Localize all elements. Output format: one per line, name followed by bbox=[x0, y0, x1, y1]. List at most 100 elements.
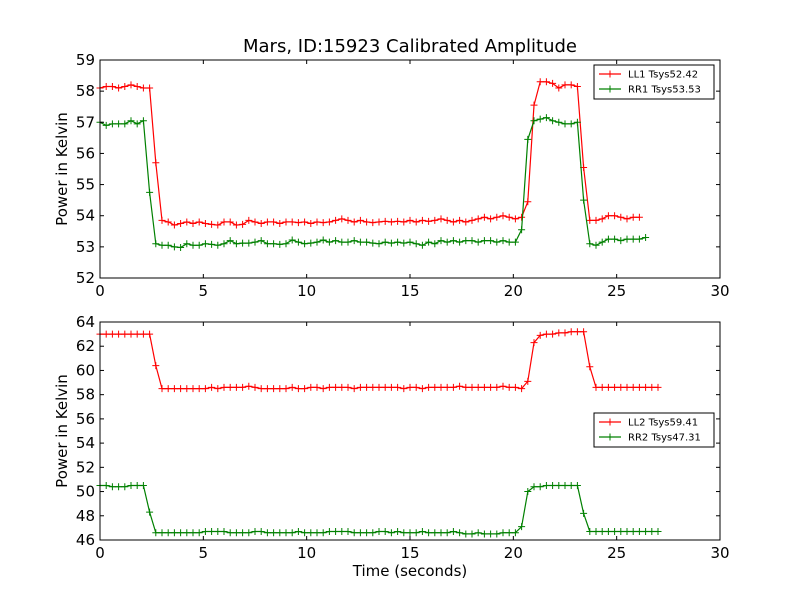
data-point bbox=[648, 528, 656, 536]
data-point bbox=[493, 213, 501, 221]
data-point bbox=[530, 339, 538, 347]
data-point bbox=[518, 213, 526, 221]
data-point bbox=[350, 385, 358, 393]
data-point bbox=[462, 383, 470, 391]
x-tick-label: 25 bbox=[607, 544, 626, 562]
data-point bbox=[139, 330, 147, 338]
x-tick-label: 5 bbox=[199, 544, 209, 562]
data-point bbox=[549, 482, 557, 489]
data-point bbox=[152, 159, 160, 167]
data-point bbox=[456, 238, 464, 246]
data-point bbox=[201, 220, 209, 227]
data-point bbox=[164, 529, 172, 537]
data-point bbox=[338, 383, 346, 391]
bottom-panel: 0 5 10 15 20 25 30 46 48 50 52 54 56 58 60 62 64 Power in… bbox=[53, 313, 730, 562]
data-point bbox=[586, 363, 594, 371]
data-point bbox=[263, 385, 271, 393]
data-point bbox=[487, 237, 495, 245]
data-point bbox=[102, 482, 110, 489]
data-point bbox=[573, 82, 581, 90]
data-point bbox=[356, 216, 364, 224]
data-point bbox=[431, 529, 439, 537]
data-point bbox=[449, 237, 457, 245]
data-point bbox=[344, 238, 352, 246]
data-point bbox=[400, 218, 408, 226]
y-axis-label: Power in Kelvin bbox=[53, 112, 71, 226]
legend-box bbox=[593, 64, 715, 100]
data-point bbox=[270, 529, 278, 537]
y-axis-label: Power in Kelvin bbox=[53, 374, 71, 488]
data-point bbox=[108, 330, 116, 338]
data-point bbox=[456, 529, 464, 537]
data-point bbox=[239, 383, 247, 391]
data-point bbox=[511, 383, 519, 391]
data-point bbox=[629, 235, 637, 243]
data-point bbox=[586, 216, 594, 224]
y-tick-label: 60 bbox=[76, 361, 95, 379]
data-point bbox=[363, 218, 371, 226]
data-point bbox=[635, 235, 643, 243]
data-point bbox=[518, 523, 526, 531]
data-point bbox=[443, 529, 451, 537]
y-tick-label: 58 bbox=[76, 82, 95, 100]
data-point bbox=[177, 243, 185, 251]
data-point bbox=[332, 216, 340, 224]
data-point bbox=[518, 385, 526, 393]
data-point bbox=[406, 238, 414, 246]
data-point bbox=[226, 383, 234, 391]
data-point bbox=[412, 383, 420, 391]
data-point bbox=[511, 238, 519, 246]
data-point bbox=[270, 240, 278, 248]
data-point bbox=[418, 385, 426, 393]
data-point bbox=[449, 528, 457, 536]
data-point bbox=[263, 240, 271, 248]
data-point bbox=[381, 217, 389, 225]
data-point bbox=[437, 215, 445, 223]
data-point bbox=[226, 237, 234, 245]
data-point bbox=[586, 528, 594, 536]
data-point bbox=[319, 236, 327, 244]
data-point bbox=[363, 383, 371, 391]
data-point bbox=[232, 240, 240, 248]
data-point bbox=[586, 240, 594, 248]
y-tick-label: 46 bbox=[76, 531, 95, 549]
data-point bbox=[480, 237, 488, 245]
data-point bbox=[487, 215, 495, 223]
data-point bbox=[257, 385, 265, 393]
data-point bbox=[301, 218, 309, 226]
data-point bbox=[115, 330, 123, 338]
y-tick-label: 58 bbox=[76, 386, 95, 404]
data-point bbox=[319, 385, 327, 393]
data-point bbox=[245, 529, 253, 537]
data-point bbox=[425, 217, 433, 225]
data-point bbox=[208, 220, 216, 228]
x-tick-label: 10 bbox=[297, 282, 316, 300]
data-point bbox=[332, 383, 340, 391]
x-tick-label: 20 bbox=[504, 544, 523, 562]
data-point bbox=[443, 238, 451, 246]
data-point bbox=[195, 385, 203, 393]
data-point bbox=[276, 220, 284, 227]
data-point bbox=[449, 383, 457, 391]
x-tick-label: 15 bbox=[400, 544, 419, 562]
data-point bbox=[294, 385, 302, 393]
data-point bbox=[356, 383, 364, 391]
data-point bbox=[536, 331, 544, 339]
data-point bbox=[152, 362, 160, 370]
data-point bbox=[239, 220, 247, 228]
data-point bbox=[152, 240, 160, 248]
data-point bbox=[487, 383, 495, 391]
data-point bbox=[598, 238, 606, 246]
data-point bbox=[338, 215, 346, 223]
data-point bbox=[542, 330, 550, 338]
data-point bbox=[592, 241, 600, 249]
data-point bbox=[654, 528, 662, 536]
data-point bbox=[127, 117, 135, 125]
data-point bbox=[121, 120, 129, 128]
y-tick-label: 59 bbox=[76, 51, 95, 69]
legend-marker bbox=[606, 433, 614, 441]
data-point bbox=[468, 383, 476, 391]
data-point bbox=[567, 120, 575, 128]
data-point bbox=[561, 81, 569, 89]
